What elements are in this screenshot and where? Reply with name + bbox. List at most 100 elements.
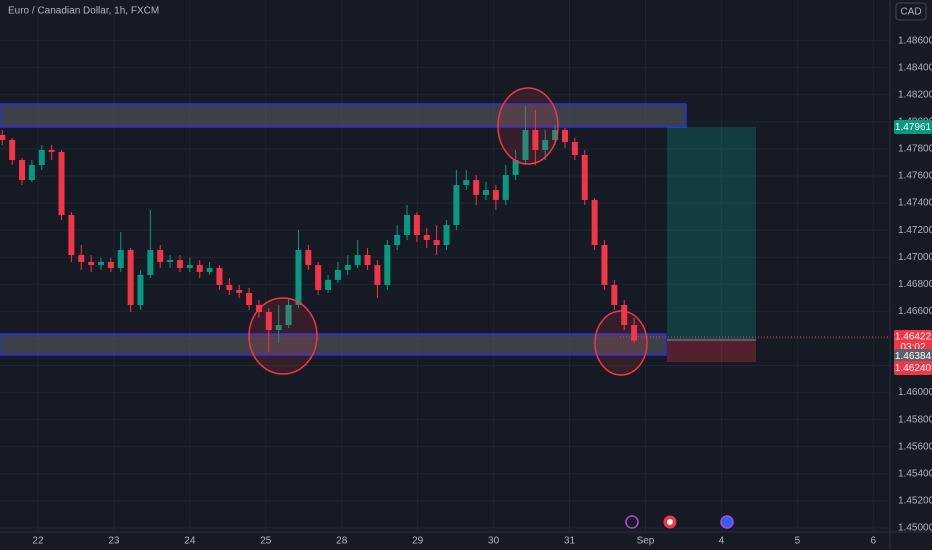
event-icon[interactable] xyxy=(720,515,734,529)
candle-body xyxy=(38,149,45,166)
candle-body xyxy=(137,274,144,305)
y-tick-label: 1.46000 xyxy=(898,387,932,398)
candle-body xyxy=(68,214,75,256)
y-tick-label: 1.45200 xyxy=(898,496,932,507)
candles xyxy=(0,105,638,352)
current-price-label: 1.46422 xyxy=(895,332,932,343)
countdown-label: 03:02 xyxy=(900,342,925,353)
bid-price-label: 1.46384 xyxy=(895,351,932,362)
candle-body xyxy=(384,245,391,285)
candle-body xyxy=(344,265,351,270)
x-tick-label: 28 xyxy=(336,536,348,547)
candle-body xyxy=(28,165,35,181)
candle-body xyxy=(246,292,253,305)
x-tick-label: 23 xyxy=(108,536,120,547)
candle-body xyxy=(532,129,539,150)
candle-body xyxy=(275,325,282,331)
candle-body xyxy=(394,235,401,246)
y-tick-label: 1.45400 xyxy=(898,468,932,479)
y-tick-label: 1.46600 xyxy=(898,306,932,317)
candle-body xyxy=(167,260,174,262)
candle-body xyxy=(423,235,430,241)
candle-body xyxy=(374,265,381,285)
y-tick-label: 1.47200 xyxy=(898,225,932,236)
x-tick-label: 25 xyxy=(260,536,272,547)
target-price-tag xyxy=(894,120,932,134)
candle-body xyxy=(78,255,85,262)
currency-label[interactable]: CAD xyxy=(900,7,921,18)
candle-body xyxy=(97,261,104,266)
bid-price-tag xyxy=(894,349,932,363)
candle-body xyxy=(443,224,450,246)
candle-body xyxy=(571,142,578,155)
highlight-circle xyxy=(497,87,559,165)
candle-body xyxy=(364,255,371,266)
candle-body xyxy=(591,199,598,246)
stop-price-tag xyxy=(894,361,932,375)
candle-body xyxy=(542,139,549,150)
candle-body xyxy=(305,250,312,266)
candle-body xyxy=(226,284,233,290)
target-price-label: 1.47961 xyxy=(895,122,932,133)
current-price-tag xyxy=(894,330,932,354)
candle-body xyxy=(265,312,272,331)
candle-body xyxy=(492,190,499,200)
y-tick-label: 1.48400 xyxy=(898,62,932,73)
candle-body xyxy=(19,160,26,181)
x-tick-label: 5 xyxy=(795,536,801,547)
candle-body xyxy=(176,260,183,269)
event-icon-inner xyxy=(667,519,673,525)
candle-body xyxy=(611,284,618,305)
candle-body xyxy=(433,240,440,246)
y-tick-label: 1.45600 xyxy=(898,441,932,452)
x-tick-label: 30 xyxy=(488,536,500,547)
y-tick-label: 1.45800 xyxy=(898,414,932,425)
candle-body xyxy=(561,129,568,143)
candle-body xyxy=(216,268,223,285)
candle-body xyxy=(88,261,95,266)
candle-body xyxy=(206,268,213,272)
y-tick-label: 1.48600 xyxy=(898,35,932,46)
event-icon[interactable] xyxy=(625,515,639,529)
highlight-circle xyxy=(594,310,648,376)
candle-body xyxy=(186,265,193,269)
candle-body xyxy=(107,261,114,269)
candle-body xyxy=(48,149,55,153)
candle-body xyxy=(285,304,292,326)
y-tick-label: 1.47600 xyxy=(898,171,932,182)
candle-body xyxy=(581,154,588,200)
x-tick-label: 6 xyxy=(871,536,877,547)
candle-body xyxy=(512,160,519,176)
candle-body xyxy=(621,304,628,326)
candle-body xyxy=(404,214,411,236)
stop-price-label: 1.46240 xyxy=(895,363,932,374)
candle-body xyxy=(354,255,361,266)
candle-body xyxy=(58,152,65,215)
candle-body xyxy=(157,250,164,262)
profit-zone xyxy=(667,127,756,340)
candle-body xyxy=(502,175,509,200)
candle-body xyxy=(473,180,480,195)
candle-body xyxy=(413,214,420,236)
currency-button[interactable] xyxy=(895,2,927,21)
candle-body xyxy=(463,180,470,186)
candle-body xyxy=(295,250,302,305)
x-tick-label: 29 xyxy=(412,536,424,547)
candle-body xyxy=(631,325,638,341)
y-tick-label: 1.45000 xyxy=(898,523,932,534)
candle-body xyxy=(9,139,16,161)
candle-body xyxy=(453,185,460,225)
candle-body xyxy=(127,250,134,305)
y-tick-label: 1.47800 xyxy=(898,144,932,155)
x-tick-label: Sep xyxy=(637,536,655,547)
candle-body xyxy=(0,134,6,140)
candle-body xyxy=(522,129,529,161)
y-tick-label: 1.47000 xyxy=(898,252,932,263)
candle-body xyxy=(483,190,490,195)
support-zone xyxy=(0,333,667,356)
x-tick-label: 31 xyxy=(564,536,576,547)
loss-zone xyxy=(667,340,756,362)
x-tick-label: 4 xyxy=(719,536,725,547)
